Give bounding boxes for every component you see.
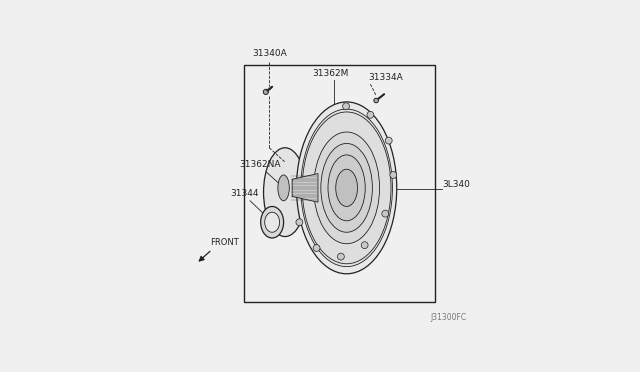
Text: 31344: 31344	[230, 189, 259, 198]
Text: FRONT: FRONT	[211, 238, 239, 247]
Circle shape	[390, 171, 397, 179]
Ellipse shape	[265, 212, 280, 232]
Circle shape	[367, 111, 374, 118]
Ellipse shape	[321, 144, 372, 232]
Polygon shape	[292, 173, 318, 202]
Ellipse shape	[301, 109, 392, 267]
Ellipse shape	[278, 175, 289, 201]
Text: J31300FC: J31300FC	[431, 314, 467, 323]
Ellipse shape	[296, 102, 397, 274]
Text: 31334A: 31334A	[368, 73, 403, 82]
Circle shape	[313, 244, 320, 251]
Text: 31362M: 31362M	[313, 68, 349, 78]
Circle shape	[263, 89, 268, 94]
Bar	[243, 65, 435, 302]
Text: 3L340: 3L340	[443, 180, 470, 189]
Circle shape	[293, 185, 300, 191]
Ellipse shape	[328, 155, 365, 221]
Circle shape	[296, 219, 303, 226]
Circle shape	[374, 98, 378, 103]
Circle shape	[342, 103, 349, 110]
Ellipse shape	[336, 169, 358, 206]
Ellipse shape	[264, 148, 307, 237]
Circle shape	[382, 210, 388, 217]
Ellipse shape	[302, 112, 391, 264]
Text: 31362NA: 31362NA	[239, 160, 280, 169]
Ellipse shape	[314, 132, 380, 244]
Circle shape	[361, 242, 368, 248]
Circle shape	[337, 253, 344, 260]
Ellipse shape	[260, 206, 284, 238]
Circle shape	[385, 137, 392, 144]
Text: 31340A: 31340A	[252, 48, 287, 58]
